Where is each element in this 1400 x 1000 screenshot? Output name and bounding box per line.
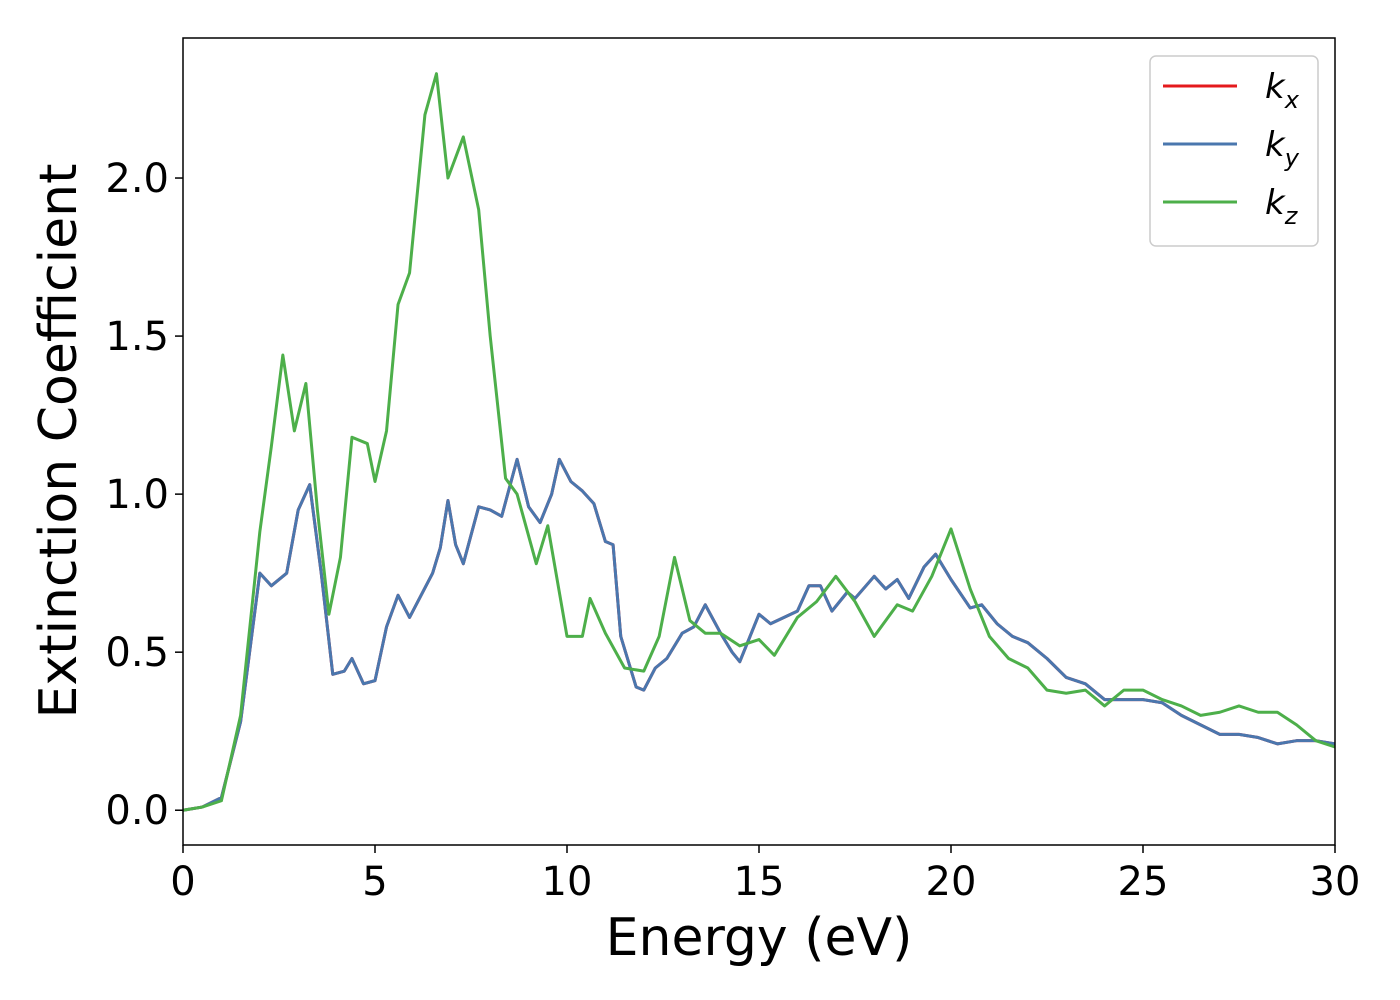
- y-tick-label: 1.5: [105, 314, 169, 360]
- series-line: [182, 72, 1336, 812]
- y-tick-label: 0.5: [105, 630, 169, 676]
- x-axis-label: Energy (eV): [606, 908, 913, 968]
- legend-label: ky: [1265, 125, 1300, 172]
- x-tick-label: 10: [542, 859, 593, 905]
- legend-label: kx: [1265, 67, 1300, 114]
- y-tick-label: 1.0: [105, 472, 169, 518]
- x-tick-label: 0: [170, 859, 195, 905]
- series-line: [182, 457, 1336, 812]
- y-tick-label: 0.0: [105, 788, 169, 834]
- x-tick-label: 25: [1118, 859, 1169, 905]
- legend-label: kz: [1265, 183, 1299, 230]
- x-tick-label: 15: [734, 859, 785, 905]
- y-axis-label: Extinction Coefficient: [29, 164, 89, 719]
- x-tick-label: 5: [362, 859, 387, 905]
- x-tick-label: 20: [926, 859, 977, 905]
- y-tick-label: 2.0: [105, 156, 169, 202]
- series-line: [182, 457, 1336, 812]
- x-tick-label: 30: [1310, 859, 1361, 905]
- legend-box: [1149, 55, 1319, 247]
- plot-frame: [182, 37, 1336, 846]
